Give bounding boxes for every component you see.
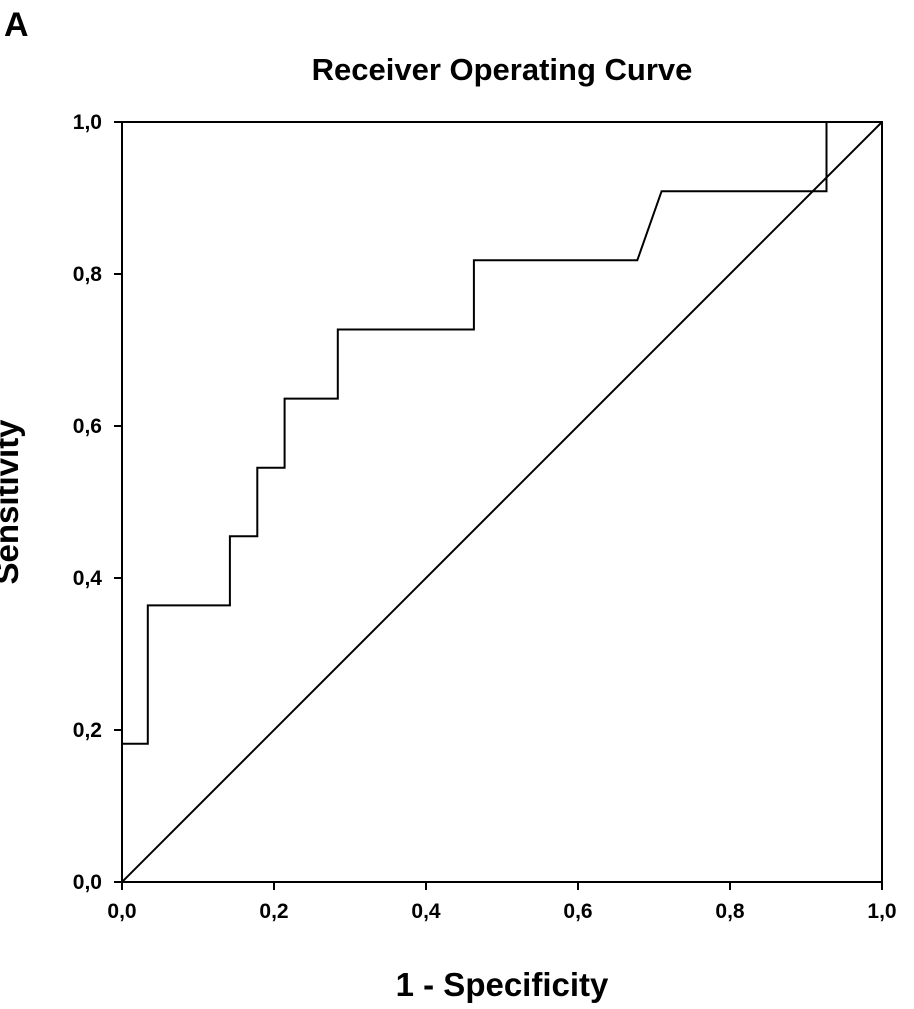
y-tick-label: 0,2 (73, 719, 102, 742)
x-tick-label: 0,2 (259, 900, 288, 923)
panel-label: A (4, 6, 29, 44)
x-axis-ticks: 0,0 0,2 0,4 0,6 0,8 1,0 (107, 882, 897, 923)
x-tick-label: 0,8 (715, 900, 745, 923)
y-axis-title: Sensitivity (0, 419, 25, 585)
y-tick-label: 0,4 (73, 567, 103, 590)
y-axis-ticks: 0,0 0,2 0,4 0,6 0,8 1,0 (73, 111, 122, 894)
x-tick-label: 0,0 (107, 900, 136, 923)
y-tick-label: 0,8 (73, 263, 103, 286)
y-tick-label: 0,6 (73, 415, 102, 438)
y-tick-label: 0,0 (73, 871, 102, 894)
x-axis-title: 1 - Specificity (396, 966, 609, 1003)
x-tick-label: 0,6 (563, 900, 592, 923)
x-tick-label: 0,4 (411, 900, 441, 923)
y-tick-label: 1,0 (73, 111, 102, 134)
chart-title: Receiver Operating Curve (312, 52, 693, 87)
plot-frame (121, 121, 883, 883)
roc-curve-line (121, 121, 882, 882)
reference-diagonal-line (121, 121, 883, 883)
series-layer (121, 121, 883, 883)
x-tick-label: 1,0 (867, 900, 896, 923)
